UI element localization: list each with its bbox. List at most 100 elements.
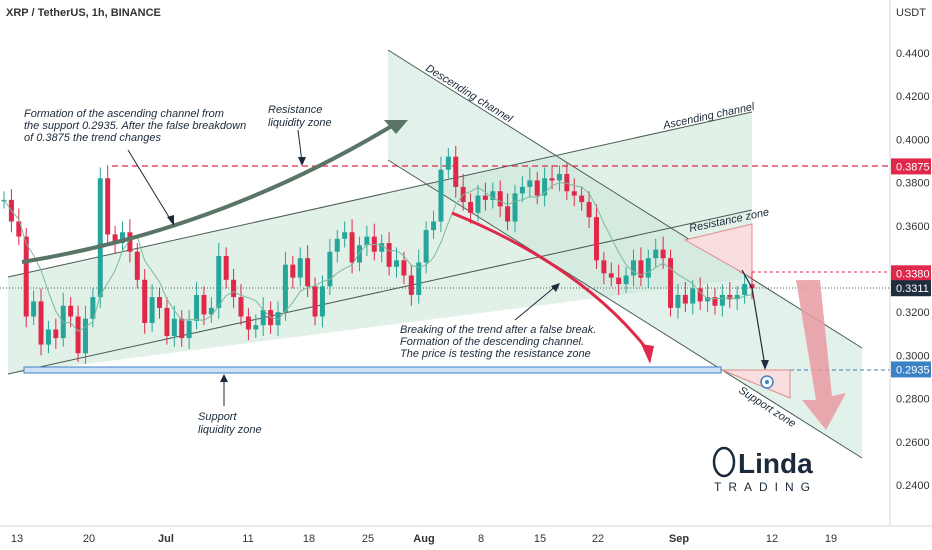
x-tick-label: 18: [303, 533, 315, 545]
candle-body: [408, 275, 414, 295]
candle-body: [157, 297, 163, 308]
candle-body: [571, 191, 577, 196]
candle-body: [623, 275, 629, 285]
y-tick-label: 0.3000: [896, 350, 930, 362]
price-tag-label: 0.3875: [896, 161, 930, 173]
price-tag-box: [891, 280, 931, 297]
candle-body: [134, 251, 140, 280]
candle-body: [23, 236, 29, 317]
candle-body: [519, 186, 525, 194]
candle-body: [579, 195, 585, 203]
y-tick-label: 0.4000: [896, 134, 930, 146]
y-tick-label: 0.3600: [896, 221, 930, 233]
candle-body: [379, 243, 385, 252]
formation-ascending-line-2: the support 0.2935. After the false brea…: [24, 120, 246, 132]
pointer-breaking-head: [551, 283, 560, 292]
candle-body: [253, 325, 259, 330]
candle-body: [601, 260, 607, 274]
candle-body: [16, 221, 22, 237]
candle-body: [431, 221, 437, 231]
candle-body: [349, 232, 355, 263]
pointer-resistance-liquidity: [297, 129, 303, 163]
candle-body: [68, 305, 74, 317]
candle-body: [216, 256, 222, 308]
x-tick-label: 8: [478, 533, 484, 545]
x-tick-label: Aug: [413, 533, 434, 545]
formation-ascending-line-3: of 0.3875 the trend changes: [24, 132, 161, 144]
candle-body: [31, 301, 37, 317]
logo: Linda TRADING: [712, 446, 813, 494]
pointer-formation: [127, 149, 173, 223]
candle-body: [608, 273, 614, 278]
x-tick-label: 13: [11, 533, 23, 545]
candle-body: [682, 294, 688, 304]
candle-body: [342, 232, 348, 239]
red-downtrend-arrowhead: [641, 344, 654, 364]
candle-body: [719, 294, 725, 306]
candle-body: [97, 178, 103, 298]
candle-body: [638, 260, 644, 278]
pointer-formation-head: [167, 215, 174, 226]
candle-body: [38, 301, 44, 345]
candle-body: [616, 277, 622, 285]
candle-body: [290, 264, 296, 278]
candle-body: [149, 297, 155, 323]
candle-body: [186, 320, 192, 339]
logo-head-icon: [712, 446, 736, 478]
resistance-liquidity-label-2: liquidity zone: [268, 117, 332, 129]
resistance-zone-triangle: [683, 223, 753, 279]
candle-body: [53, 329, 59, 339]
candle-body: [386, 243, 392, 267]
y-tick-label: 0.4400: [896, 48, 930, 60]
candle-body: [208, 307, 214, 315]
candle-body: [453, 156, 459, 187]
candle-body: [179, 318, 185, 339]
price-series: [1, 145, 755, 365]
pointer-support-liquidity-head: [220, 374, 228, 382]
candle-body: [423, 230, 429, 263]
candle-body: [356, 245, 362, 263]
candle-body: [631, 260, 637, 276]
support-liquidity-label-1: Support: [198, 411, 237, 423]
candle-body: [556, 173, 562, 181]
candle-body: [327, 251, 333, 287]
x-tick-label: 25: [362, 533, 374, 545]
support-liquidity-label-2: liquidity zone: [198, 424, 262, 436]
projection-path: [741, 269, 766, 367]
candle-body: [164, 307, 170, 336]
y-tick-label: 0.2400: [896, 480, 930, 492]
price-tag-box: [891, 265, 931, 282]
descending-channel-lower-line: [387, 159, 863, 459]
x-axis-ticks: 13 20 Jul 11 18 25 Aug 8 15 22 Sep 12 19: [11, 533, 837, 545]
candle-body: [45, 329, 51, 345]
candle-body: [297, 258, 303, 278]
y-tick-label: 0.2600: [896, 437, 930, 449]
candle-body: [401, 260, 407, 276]
candle-body: [468, 202, 474, 213]
candle-body: [90, 297, 96, 319]
candle-body: [260, 310, 266, 326]
candle-body: [697, 288, 703, 302]
pointer-breaking: [514, 285, 557, 321]
candle-body: [282, 264, 288, 313]
candle-body: [497, 191, 503, 207]
candle-body: [534, 180, 540, 196]
resistance-liquidity-label-1: Resistance: [268, 104, 322, 116]
candle-body: [127, 232, 133, 252]
candle-body: [542, 178, 548, 196]
candle-body: [142, 279, 148, 323]
big-down-arrow: [796, 280, 846, 430]
projection-arrowhead: [761, 360, 769, 370]
price-tag-label: 0.3311: [896, 283, 929, 295]
candle-body: [549, 178, 555, 181]
candle-body: [334, 238, 340, 252]
support-zone-triangle: [721, 369, 791, 399]
candle-body: [668, 258, 674, 308]
candle-body: [312, 286, 318, 317]
breaking-trend-line-1: Breaking of the trend after a false brea…: [400, 324, 596, 336]
x-tick-label: 20: [83, 533, 95, 545]
candle-body: [245, 316, 251, 330]
target-icon-dot: [765, 380, 769, 384]
